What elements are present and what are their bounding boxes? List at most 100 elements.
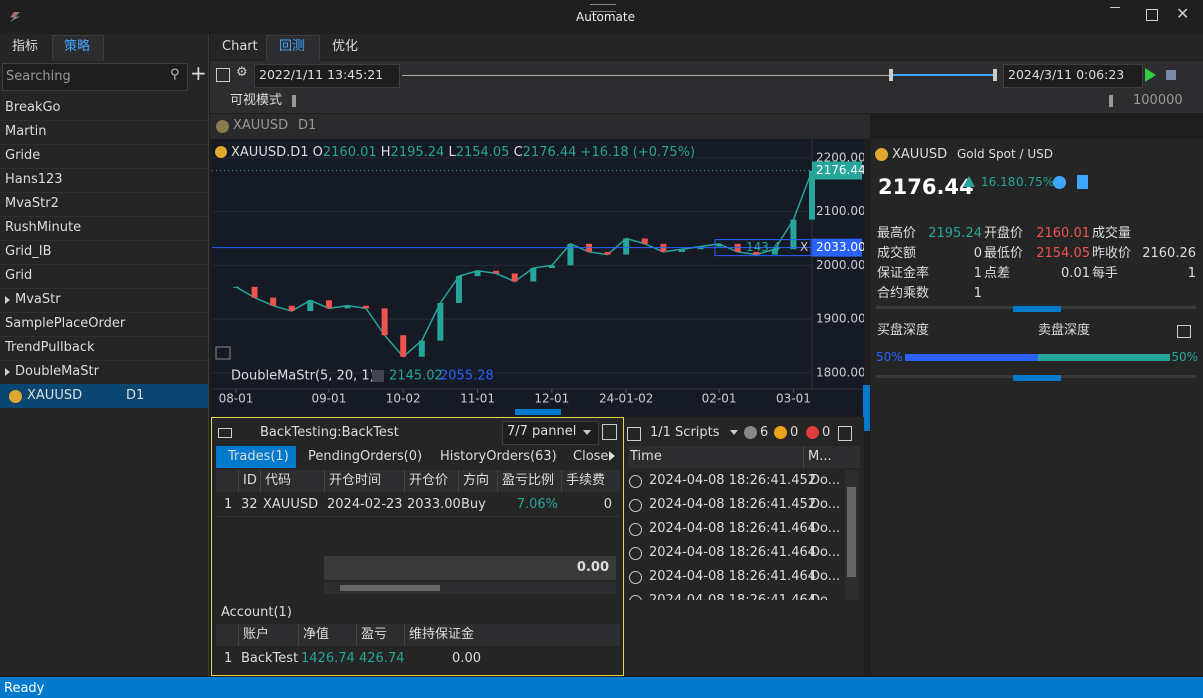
mode-handle[interactable]: [292, 95, 296, 107]
start-time: 2022/1/11 13:45:21: [259, 67, 384, 82]
candle: [790, 219, 797, 250]
stop-button[interactable]: [1166, 70, 1176, 80]
scripts-select[interactable]: 1/1 Scripts: [650, 425, 720, 440]
divider-tab: [1013, 306, 1061, 312]
left-item[interactable]: Martin: [5, 124, 47, 139]
candle: [233, 286, 239, 288]
table-row: [216, 494, 620, 517]
left-item[interactable]: DoubleMaStr: [15, 364, 99, 379]
count-icon[interactable]: [774, 426, 787, 439]
end-time: 2024/3/11 0:06:23: [1008, 67, 1125, 82]
quote-field-value: 1: [1187, 266, 1196, 281]
left-item[interactable]: Hans123: [5, 172, 63, 187]
legend-part: C: [514, 145, 523, 160]
backtest-tab[interactable]: HistoryOrders(63): [440, 449, 557, 464]
cell: BackTest: [241, 651, 299, 666]
toolbar-icon[interactable]: [216, 68, 230, 82]
left-item[interactable]: XAUUSD: [27, 388, 83, 403]
speed-handle[interactable]: [1109, 95, 1113, 107]
up-arrow: [963, 176, 975, 187]
candle: [288, 305, 295, 312]
start-time-box[interactable]: [254, 64, 400, 88]
search-input[interactable]: Searching: [6, 69, 71, 84]
candle: [455, 276, 462, 303]
search-box[interactable]: [2, 63, 188, 91]
left-item[interactable]: Grid_IB: [5, 244, 52, 259]
main-tab[interactable]: 优化: [332, 39, 359, 54]
log-clip: [624, 600, 864, 676]
x-tick-label: 24-01-02: [599, 392, 653, 406]
candle: [381, 308, 388, 336]
list-row[interactable]: [0, 264, 208, 289]
minimize-button[interactable]: [1110, 7, 1120, 8]
backtest-tab[interactable]: Trades(1): [228, 449, 289, 464]
left-tab[interactable]: 指标: [12, 39, 39, 54]
clear-icon[interactable]: [838, 426, 852, 441]
list-row[interactable]: [0, 168, 208, 193]
pannel-menu[interactable]: [602, 424, 617, 440]
pannel-select[interactable]: [502, 421, 599, 445]
title-bar: [0, 0, 1203, 34]
info-icon: [629, 475, 642, 488]
main-tab[interactable]: 回测: [279, 39, 306, 54]
legend-part: H: [381, 145, 391, 160]
list-row[interactable]: [0, 96, 208, 121]
legend-part: L: [448, 145, 456, 160]
left-tab[interactable]: 策略: [64, 39, 91, 54]
chart-period: D1: [298, 118, 317, 133]
slider-handle[interactable]: [889, 69, 893, 81]
quote-percent: 0.75%: [1016, 175, 1055, 189]
hscroll-thumb[interactable]: [340, 585, 440, 591]
list-row[interactable]: [0, 288, 208, 313]
close-button[interactable]: ✕: [1176, 4, 1190, 23]
selected-item[interactable]: [0, 384, 208, 408]
tab-scroll[interactable]: [609, 451, 615, 461]
add-button[interactable]: +: [190, 61, 207, 85]
row-number: 1: [224, 497, 233, 512]
depth-icon[interactable]: [1177, 325, 1191, 338]
list-row[interactable]: [0, 240, 208, 265]
col-sep: [324, 470, 325, 492]
slider-handle[interactable]: [993, 69, 997, 81]
left-item[interactable]: BreakGo: [5, 100, 61, 115]
main-tab[interactable]: Chart: [222, 39, 258, 54]
indicator-value: 2055.28: [440, 369, 494, 384]
quote-field-label: 成交量: [1092, 226, 1132, 241]
list-row[interactable]: [0, 336, 208, 361]
ask-bar: [1038, 354, 1170, 361]
list-row[interactable]: [0, 144, 208, 169]
x-tick-label: 03-01: [776, 392, 811, 406]
left-item[interactable]: MvaStr2: [5, 196, 59, 211]
settings-icon[interactable]: ⚙: [236, 65, 248, 80]
play-button[interactable]: [1145, 68, 1156, 82]
quote-field-label: 最低价: [984, 246, 1024, 261]
left-item[interactable]: TrendPullback: [5, 340, 95, 355]
indicator-name: DoubleMaStr(5, 20, 1): [231, 369, 375, 384]
col-sep: [404, 470, 405, 492]
left-item[interactable]: RushMinute: [5, 220, 82, 235]
count-icon[interactable]: [806, 426, 819, 439]
side-toggle[interactable]: [863, 385, 870, 431]
expand-arrow: [5, 296, 10, 304]
vscroll-thumb[interactable]: [847, 487, 856, 577]
list-row[interactable]: [0, 312, 208, 337]
x-tick-label: 12-01: [534, 392, 569, 406]
backtest-tab[interactable]: Close: [573, 449, 609, 464]
backtest-tab[interactable]: PendingOrders(0): [308, 449, 423, 464]
count-icon[interactable]: [744, 426, 757, 439]
left-item[interactable]: MvaStr: [15, 292, 61, 307]
position-profit: 143.4: [746, 240, 780, 254]
list-row[interactable]: [0, 216, 208, 241]
left-item[interactable]: SamplePlaceOrder: [5, 316, 126, 331]
left-item[interactable]: Gride: [5, 148, 41, 163]
list-row[interactable]: [0, 120, 208, 145]
maximize-button[interactable]: [1146, 9, 1158, 21]
left-item[interactable]: Grid: [5, 268, 33, 283]
end-time-box[interactable]: [1003, 64, 1143, 88]
list-row[interactable]: [0, 192, 208, 217]
log-count: 0: [822, 425, 831, 440]
candle: [363, 305, 370, 309]
cell: 2024-02-23: [327, 497, 403, 512]
legend-part: 2160.01: [323, 145, 381, 160]
col-sep: [497, 470, 498, 492]
